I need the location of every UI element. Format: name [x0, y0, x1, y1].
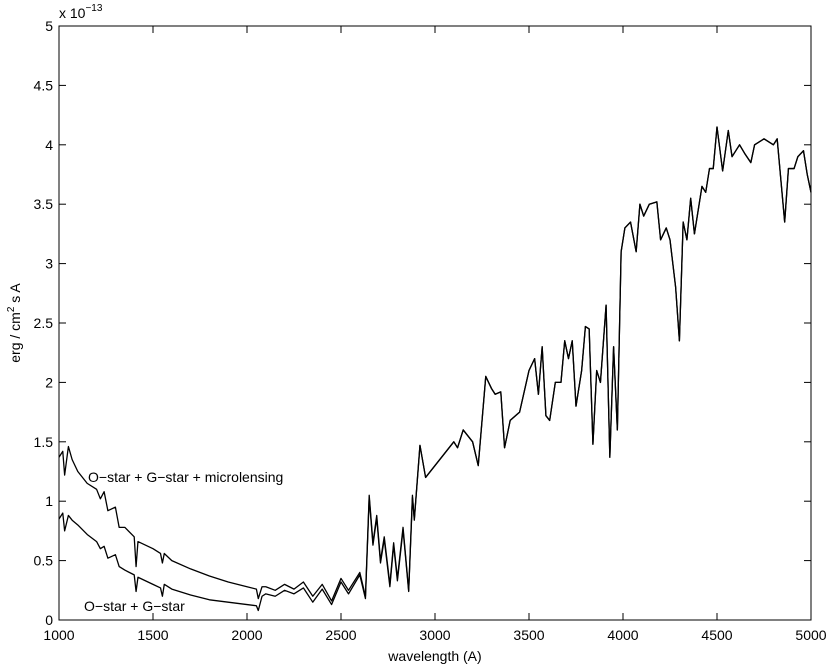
y-tick-label: 5: [45, 18, 53, 34]
y-tick-label: 4.5: [34, 77, 54, 93]
y-tick-label: 2.5: [34, 315, 54, 331]
series-line: [58, 126, 812, 612]
x-tick-label: 3500: [513, 627, 544, 643]
annotation: O−star + G−star: [84, 598, 185, 614]
x-tick-label: 5000: [795, 627, 826, 643]
y-tick-label: 2: [45, 374, 53, 390]
y-tick-label: 4: [45, 137, 53, 153]
x-tick-label: 3000: [419, 627, 450, 643]
x-tick-label: 2000: [231, 627, 262, 643]
multiplier-exponent: −13: [85, 3, 102, 14]
x-tick-label: 4000: [607, 627, 638, 643]
multiplier: x 10−13: [59, 3, 103, 21]
y-label-text: erg / cm: [7, 312, 23, 363]
y-tick-label: 1: [45, 493, 53, 509]
y-tick-label: 0: [45, 612, 53, 628]
x-axis-label: wavelength (A): [387, 648, 481, 664]
x-tick-label: 1500: [137, 627, 168, 643]
x-tick-label: 2500: [325, 627, 356, 643]
y-tick-label: 3.5: [34, 196, 54, 212]
y-tick-label: 1.5: [34, 434, 54, 450]
multiplier-base: x 10: [59, 5, 86, 21]
x-tick-label: 4500: [701, 627, 732, 643]
y-tick-label: 3: [45, 256, 53, 272]
y-label-text: s A: [7, 283, 23, 307]
x-tick-label: 1000: [43, 627, 74, 643]
annotation: O−star + G−star + microlensing: [88, 469, 283, 485]
y-label-superscript: 2: [6, 306, 17, 312]
y-axis-label: erg / cm2 s A: [6, 283, 23, 363]
y-tick-label: 0.5: [34, 553, 54, 569]
